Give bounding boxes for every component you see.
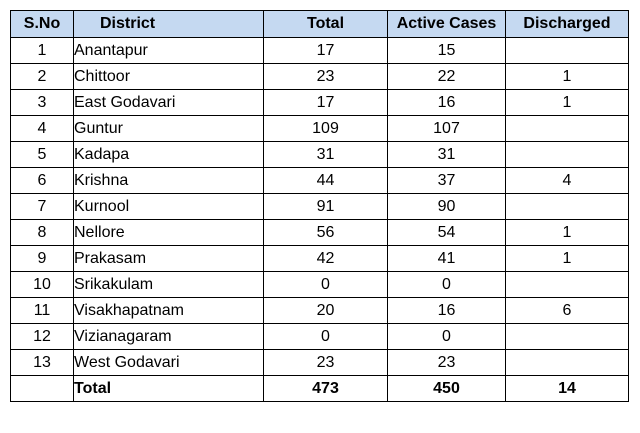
cell-active: 31 bbox=[387, 141, 506, 168]
cell-district: Chittoor bbox=[73, 63, 264, 90]
cell-sno: 5 bbox=[10, 141, 74, 168]
header-district: District bbox=[73, 10, 264, 38]
cell-total: 0 bbox=[263, 271, 388, 298]
header-row: S.No District Total Active Cases Dischar… bbox=[10, 10, 629, 38]
table-row: 3 East Godavari 17 16 1 bbox=[10, 89, 629, 116]
cell-district: Vizianagaram bbox=[73, 323, 264, 350]
cell-discharged: 1 bbox=[505, 219, 629, 246]
cell-total: 31 bbox=[263, 141, 388, 168]
cell-total: 20 bbox=[263, 297, 388, 324]
cell-discharged bbox=[505, 37, 629, 64]
cell-discharged: 1 bbox=[505, 245, 629, 272]
cell-discharged bbox=[505, 141, 629, 168]
cell-district: East Godavari bbox=[73, 89, 264, 116]
header-sno: S.No bbox=[10, 10, 74, 38]
cell-total: 0 bbox=[263, 323, 388, 350]
table-body: 1 Anantapur 17 15 2 Chittoor 23 22 1 3 E… bbox=[10, 37, 629, 402]
cell-total: 17 bbox=[263, 89, 388, 116]
cell-discharged bbox=[505, 323, 629, 350]
table-row: 13 West Godavari 23 23 bbox=[10, 349, 629, 376]
cell-active: 16 bbox=[387, 89, 506, 116]
cell-sno: 11 bbox=[10, 297, 74, 324]
cell-discharged: 6 bbox=[505, 297, 629, 324]
cell-sno: 2 bbox=[10, 63, 74, 90]
cell-sno: 1 bbox=[10, 37, 74, 64]
cell-discharged bbox=[505, 349, 629, 376]
total-cell-active: 450 bbox=[387, 375, 506, 402]
cell-discharged: 4 bbox=[505, 167, 629, 194]
cell-sno: 9 bbox=[10, 245, 74, 272]
cell-active: 41 bbox=[387, 245, 506, 272]
cell-district: Krishna bbox=[73, 167, 264, 194]
cell-active: 15 bbox=[387, 37, 506, 64]
cell-discharged bbox=[505, 115, 629, 142]
table-row: 6 Krishna 44 37 4 bbox=[10, 167, 629, 194]
cell-district: Nellore bbox=[73, 219, 264, 246]
table-header: S.No District Total Active Cases Dischar… bbox=[10, 10, 629, 38]
total-cell-sno bbox=[10, 375, 74, 402]
cell-total: 23 bbox=[263, 63, 388, 90]
table-row: 4 Guntur 109 107 bbox=[10, 115, 629, 142]
cell-district: Kadapa bbox=[73, 141, 264, 168]
cell-district: Guntur bbox=[73, 115, 264, 142]
header-active-cases: Active Cases bbox=[387, 10, 506, 38]
total-cell-total: 473 bbox=[263, 375, 388, 402]
table-row: 8 Nellore 56 54 1 bbox=[10, 219, 629, 246]
cell-discharged bbox=[505, 193, 629, 220]
cell-discharged: 1 bbox=[505, 63, 629, 90]
cell-total: 23 bbox=[263, 349, 388, 376]
table-row: 2 Chittoor 23 22 1 bbox=[10, 63, 629, 90]
header-discharged: Discharged bbox=[505, 10, 629, 38]
cell-total: 42 bbox=[263, 245, 388, 272]
table-row: 7 Kurnool 91 90 bbox=[10, 193, 629, 220]
cell-active: 0 bbox=[387, 323, 506, 350]
table-row: 10 Srikakulam 0 0 bbox=[10, 271, 629, 298]
cell-district: Anantapur bbox=[73, 37, 264, 64]
cell-active: 37 bbox=[387, 167, 506, 194]
cell-district: West Godavari bbox=[73, 349, 264, 376]
cell-discharged: 1 bbox=[505, 89, 629, 116]
cell-district: Visakhapatnam bbox=[73, 297, 264, 324]
cell-total: 56 bbox=[263, 219, 388, 246]
cell-active: 22 bbox=[387, 63, 506, 90]
cell-sno: 3 bbox=[10, 89, 74, 116]
cell-sno: 12 bbox=[10, 323, 74, 350]
cell-total: 109 bbox=[263, 115, 388, 142]
cell-active: 0 bbox=[387, 271, 506, 298]
cell-active: 107 bbox=[387, 115, 506, 142]
cell-total: 44 bbox=[263, 167, 388, 194]
cell-sno: 13 bbox=[10, 349, 74, 376]
table-row: 11 Visakhapatnam 20 16 6 bbox=[10, 297, 629, 324]
total-row: Total 473 450 14 bbox=[10, 375, 629, 402]
cell-district: Prakasam bbox=[73, 245, 264, 272]
cell-active: 23 bbox=[387, 349, 506, 376]
cell-sno: 7 bbox=[10, 193, 74, 220]
table-row: 9 Prakasam 42 41 1 bbox=[10, 245, 629, 272]
cell-active: 16 bbox=[387, 297, 506, 324]
district-cases-table: S.No District Total Active Cases Dischar… bbox=[10, 10, 629, 402]
cell-total: 91 bbox=[263, 193, 388, 220]
total-label: Total bbox=[73, 375, 264, 402]
cell-sno: 10 bbox=[10, 271, 74, 298]
total-cell-discharged: 14 bbox=[505, 375, 629, 402]
cell-sno: 6 bbox=[10, 167, 74, 194]
header-total: Total bbox=[263, 10, 388, 38]
table-row: 1 Anantapur 17 15 bbox=[10, 37, 629, 64]
cell-active: 54 bbox=[387, 219, 506, 246]
cell-district: Kurnool bbox=[73, 193, 264, 220]
cell-active: 90 bbox=[387, 193, 506, 220]
cell-discharged bbox=[505, 271, 629, 298]
cell-total: 17 bbox=[263, 37, 388, 64]
cell-sno: 8 bbox=[10, 219, 74, 246]
cell-district: Srikakulam bbox=[73, 271, 264, 298]
table-row: 12 Vizianagaram 0 0 bbox=[10, 323, 629, 350]
cell-sno: 4 bbox=[10, 115, 74, 142]
table-row: 5 Kadapa 31 31 bbox=[10, 141, 629, 168]
